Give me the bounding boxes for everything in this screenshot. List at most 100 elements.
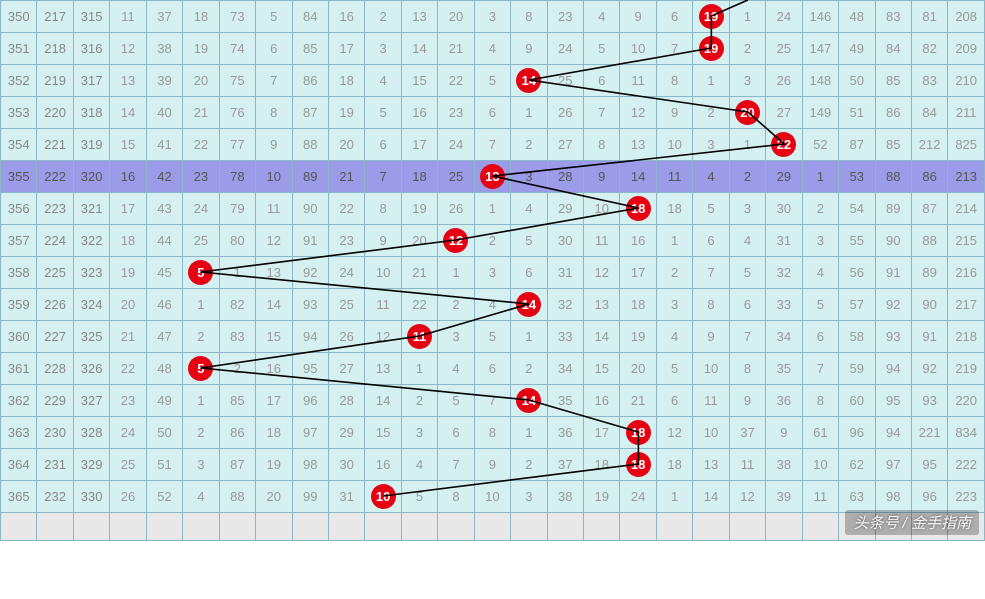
cell: 1: [474, 193, 510, 225]
cell: 19: [584, 481, 620, 513]
cell: 8: [729, 353, 765, 385]
cell: 24: [438, 129, 474, 161]
cell: 26: [766, 65, 802, 97]
cell: 11: [656, 161, 692, 193]
cell: 328: [73, 417, 109, 449]
marker: 11: [407, 324, 432, 349]
cell: 19: [620, 321, 656, 353]
cell: 18: [328, 65, 364, 97]
cell: 15: [110, 129, 146, 161]
cell: 38: [146, 33, 182, 65]
cell: 16: [401, 97, 437, 129]
cell: 9: [656, 97, 692, 129]
cell: 225: [37, 257, 73, 289]
cell: 20: [729, 97, 765, 129]
cell: 17: [110, 193, 146, 225]
cell: 220: [948, 385, 985, 417]
cell: 23: [183, 161, 219, 193]
cell: 20: [620, 353, 656, 385]
cell: 18: [620, 417, 656, 449]
cell: 18: [620, 289, 656, 321]
cell: 3: [729, 65, 765, 97]
cell: 11: [802, 481, 838, 513]
cell: 7: [584, 97, 620, 129]
cell: 353: [1, 97, 37, 129]
footer-cell: [766, 513, 802, 541]
cell: 13: [584, 289, 620, 321]
cell: 222: [37, 161, 73, 193]
cell: 350: [1, 1, 37, 33]
cell: 2: [183, 417, 219, 449]
cell: 91: [875, 257, 911, 289]
footer-row: [1, 513, 985, 541]
cell: 39: [146, 65, 182, 97]
cell: 218: [37, 33, 73, 65]
cell: 93: [911, 385, 947, 417]
cell: 87: [911, 193, 947, 225]
cell: 18: [656, 193, 692, 225]
cell: 316: [73, 33, 109, 65]
cell: 80: [219, 225, 255, 257]
watermark: 头条号 / 金手指南: [845, 510, 979, 535]
cell: 60: [839, 385, 875, 417]
footer-cell: [328, 513, 364, 541]
cell: 1: [183, 385, 219, 417]
cell: 18: [584, 449, 620, 481]
cell: 4: [729, 225, 765, 257]
cell: 226: [37, 289, 73, 321]
cell: 4: [365, 65, 401, 97]
cell: 214: [948, 193, 985, 225]
cell: 1: [511, 321, 547, 353]
cell: 4: [474, 289, 510, 321]
cell: 4: [693, 161, 729, 193]
cell: 360: [1, 321, 37, 353]
footer-cell: [584, 513, 620, 541]
cell: 223: [37, 193, 73, 225]
cell: 22: [401, 289, 437, 321]
cell: 7: [474, 129, 510, 161]
cell: 27: [547, 129, 583, 161]
cell: 7: [802, 353, 838, 385]
cell: 21: [110, 321, 146, 353]
cell: 330: [73, 481, 109, 513]
cell: 94: [292, 321, 328, 353]
cell: 1: [729, 1, 765, 33]
cell: 18: [401, 161, 437, 193]
footer-cell: [219, 513, 255, 541]
cell: 31: [766, 225, 802, 257]
cell: 325: [73, 321, 109, 353]
cell: 17: [401, 129, 437, 161]
cell: 8: [584, 129, 620, 161]
cell: 5: [474, 65, 510, 97]
cell: 6: [802, 321, 838, 353]
cell: 5: [693, 193, 729, 225]
cell: 30: [547, 225, 583, 257]
cell: 4: [584, 1, 620, 33]
cell: 4: [656, 321, 692, 353]
cell: 352: [1, 65, 37, 97]
cell: 33: [766, 289, 802, 321]
cell: 96: [292, 385, 328, 417]
cell: 58: [839, 321, 875, 353]
marker: 19: [699, 4, 724, 29]
cell: 315: [73, 1, 109, 33]
cell: 37: [547, 449, 583, 481]
cell: 825: [948, 129, 985, 161]
footer-cell: [547, 513, 583, 541]
cell: 19: [110, 257, 146, 289]
cell: 25: [328, 289, 364, 321]
cell: 40: [146, 97, 182, 129]
footer-cell: [37, 513, 73, 541]
cell: 1: [183, 289, 219, 321]
cell: 99: [292, 481, 328, 513]
marker: 14: [516, 68, 541, 93]
footer-cell: [620, 513, 656, 541]
cell: 41: [146, 129, 182, 161]
cell: 6: [256, 33, 292, 65]
cell: 24: [110, 417, 146, 449]
cell: 97: [875, 449, 911, 481]
cell: 10: [693, 353, 729, 385]
cell: 7: [656, 33, 692, 65]
cell: 87: [292, 97, 328, 129]
marker: 22: [771, 132, 796, 157]
